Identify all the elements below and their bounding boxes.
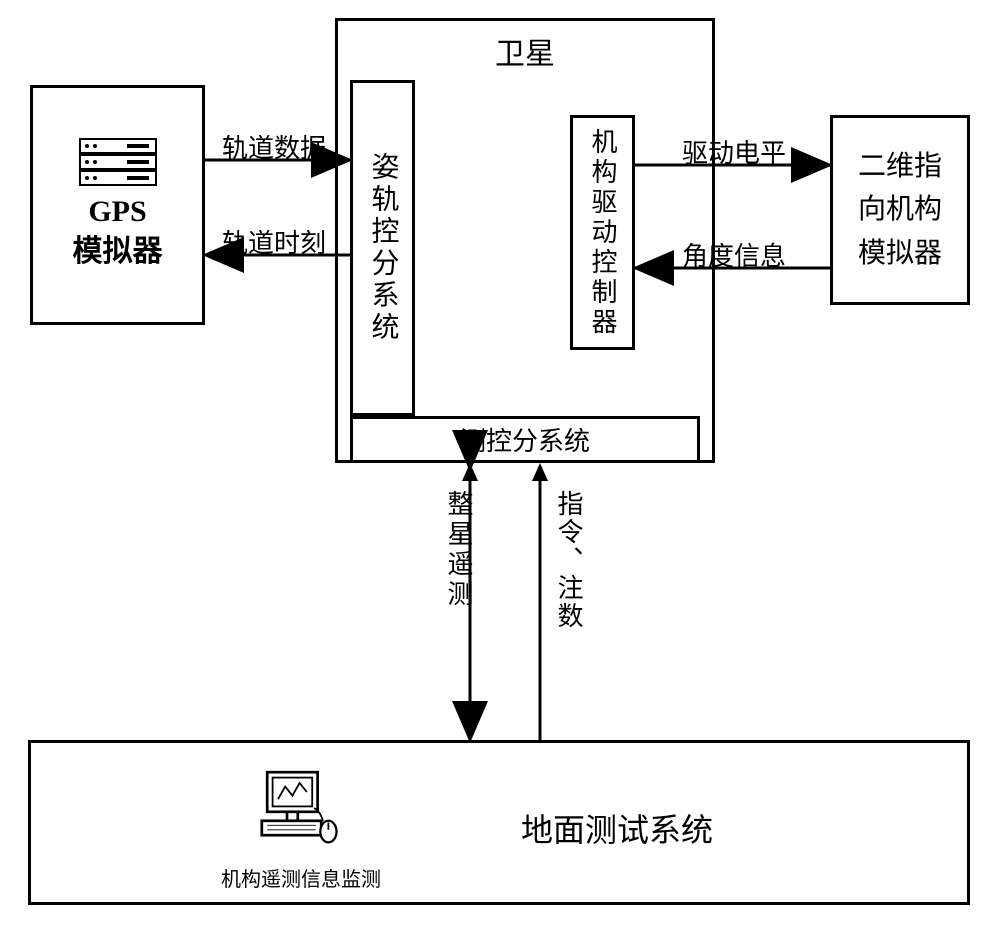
diagram-canvas: GPS 模拟器 卫星 姿轨控分系统 机构驱动控制器 测控分系统 二维指 向机构 … xyxy=(0,0,1000,932)
ground-system-box: 机构遥测信息监测 地面测试系统 xyxy=(28,740,970,905)
edge-orbit-data-label: 轨道数据 xyxy=(222,128,326,165)
ground-sub-label: 机构遥测信息监测 xyxy=(221,863,381,892)
pointing-line3: 模拟器 xyxy=(858,238,942,269)
edge-command-label: 指令、注数 xyxy=(550,490,587,630)
ground-title: 地面测试系统 xyxy=(521,805,713,851)
attitude-subsystem-box: 姿轨控分系统 xyxy=(350,80,415,416)
pointing-line1: 二维指 xyxy=(858,151,942,182)
gps-simulator-box: GPS 模拟器 xyxy=(30,85,205,325)
ttc-subsystem-box: 测控分系统 xyxy=(350,416,700,463)
edge-angle-info-label: 角度信息 xyxy=(682,236,786,273)
edge-drive-level-label: 驱动电平 xyxy=(682,133,786,170)
pointing-simulator-box: 二维指 向机构 模拟器 xyxy=(830,115,970,305)
mech-ctrl-label: 机构驱动控制器 xyxy=(584,128,621,338)
attitude-label: 姿轨控分系统 xyxy=(363,152,403,344)
ttc-label: 测控分系统 xyxy=(460,421,590,458)
mechanism-controller-box: 机构驱动控制器 xyxy=(570,115,635,350)
computer-icon xyxy=(251,765,341,855)
server-icon xyxy=(79,138,157,186)
edge-telemetry-label: 整星遥测 xyxy=(440,490,477,610)
edge-orbit-time-label: 轨道时刻 xyxy=(222,223,326,260)
pointing-line2: 向机构 xyxy=(858,194,942,225)
satellite-title: 卫星 xyxy=(495,29,555,73)
gps-title-1: GPS xyxy=(88,195,146,228)
gps-title-2: 模拟器 xyxy=(73,235,163,268)
